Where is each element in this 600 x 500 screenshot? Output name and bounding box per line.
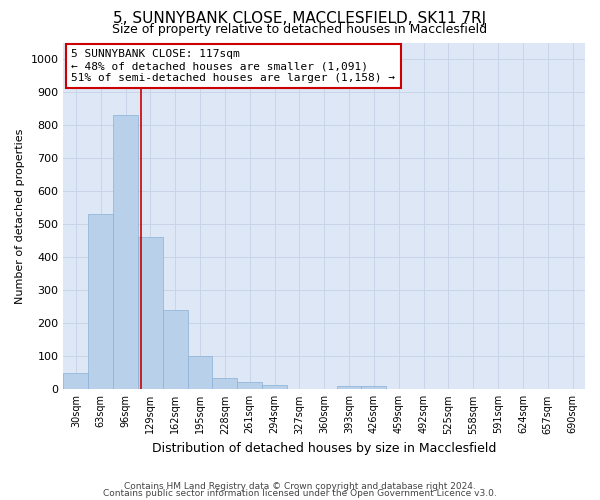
X-axis label: Distribution of detached houses by size in Macclesfield: Distribution of detached houses by size … bbox=[152, 442, 496, 455]
Text: Contains HM Land Registry data © Crown copyright and database right 2024.: Contains HM Land Registry data © Crown c… bbox=[124, 482, 476, 491]
Bar bbox=[237, 382, 262, 390]
Y-axis label: Number of detached properties: Number of detached properties bbox=[15, 128, 25, 304]
Bar bbox=[113, 115, 138, 390]
Bar bbox=[88, 214, 113, 390]
Bar bbox=[337, 386, 361, 390]
Bar bbox=[188, 356, 212, 390]
Bar bbox=[163, 310, 188, 390]
Text: Size of property relative to detached houses in Macclesfield: Size of property relative to detached ho… bbox=[112, 22, 488, 36]
Bar bbox=[212, 378, 237, 390]
Bar bbox=[138, 238, 163, 390]
Text: 5, SUNNYBANK CLOSE, MACCLESFIELD, SK11 7RJ: 5, SUNNYBANK CLOSE, MACCLESFIELD, SK11 7… bbox=[113, 11, 487, 26]
Bar bbox=[262, 386, 287, 390]
Text: 5 SUNNYBANK CLOSE: 117sqm
← 48% of detached houses are smaller (1,091)
51% of se: 5 SUNNYBANK CLOSE: 117sqm ← 48% of detac… bbox=[71, 50, 395, 82]
Text: Contains public sector information licensed under the Open Government Licence v3: Contains public sector information licen… bbox=[103, 489, 497, 498]
Bar bbox=[361, 386, 386, 390]
Bar bbox=[64, 373, 88, 390]
